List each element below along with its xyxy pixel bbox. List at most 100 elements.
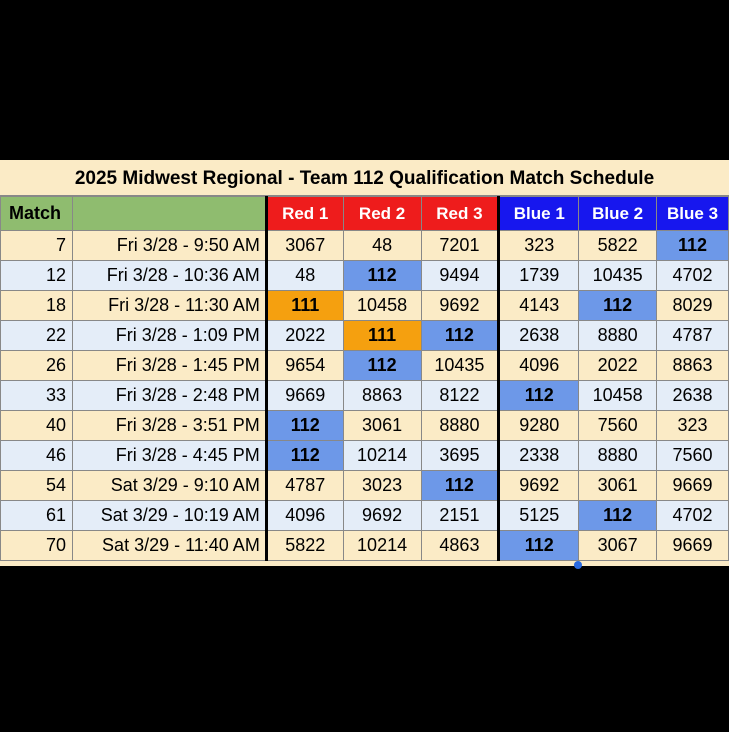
red-2-team-cell[interactable]: 10214	[342, 530, 422, 561]
match-number-cell[interactable]: 54	[0, 470, 73, 501]
match-time-cell[interactable]: Sat 3/29 - 10:19 AM	[71, 500, 267, 531]
cell-selection-handle[interactable]	[574, 561, 582, 569]
blue-3-team-cell[interactable]: 4787	[656, 320, 729, 351]
red-3-team-cell[interactable]: 2151	[420, 500, 500, 531]
blue-2-team-cell[interactable]: 8880	[578, 440, 658, 471]
blue-2-team-cell[interactable]: 8880	[578, 320, 658, 351]
header-blue-2[interactable]: Blue 2	[578, 196, 658, 231]
red-2-team-cell[interactable]: 10214	[342, 440, 422, 471]
blue-2-team-cell[interactable]: 10458	[578, 380, 658, 411]
blue-3-team-cell[interactable]: 4702	[656, 260, 729, 291]
red-3-team-cell[interactable]: 7201	[420, 230, 500, 261]
blue-1-team-cell[interactable]: 5125	[497, 500, 580, 531]
match-number-cell[interactable]: 26	[0, 350, 73, 381]
header-blue-1[interactable]: Blue 1	[497, 196, 580, 231]
red-3-team-cell[interactable]: 10435	[420, 350, 500, 381]
blue-1-team-cell[interactable]: 9692	[497, 470, 580, 501]
red-1-team-cell[interactable]: 3067	[264, 230, 344, 261]
red-2-team-cell[interactable]: 48	[342, 230, 422, 261]
header-red-3[interactable]: Red 3	[420, 196, 500, 231]
match-time-cell[interactable]: Sat 3/29 - 11:40 AM	[71, 530, 267, 561]
blue-3-team-cell[interactable]: 323	[656, 410, 729, 441]
red-3-team-cell[interactable]: 112	[420, 320, 500, 351]
header-time[interactable]	[71, 196, 267, 231]
table-row: 46 Fri 3/28 - 4:45 PM 112 10214 3695 2338 8880…	[0, 440, 729, 471]
blue-2-team-cell[interactable]: 10435	[578, 260, 658, 291]
red-2-team-cell[interactable]: 112	[342, 350, 422, 381]
red-3-team-cell[interactable]: 9494	[420, 260, 500, 291]
blue-3-team-cell[interactable]: 2638	[656, 380, 729, 411]
red-3-team-cell[interactable]: 8122	[420, 380, 500, 411]
red-3-team-cell[interactable]: 3695	[420, 440, 500, 471]
blue-1-team-cell[interactable]: 323	[497, 230, 580, 261]
match-number-cell[interactable]: 18	[0, 290, 73, 321]
red-2-team-cell[interactable]: 112	[342, 260, 422, 291]
red-1-team-cell[interactable]: 9669	[264, 380, 344, 411]
match-time-cell[interactable]: Sat 3/29 - 9:10 AM	[71, 470, 267, 501]
match-time-cell[interactable]: Fri 3/28 - 2:48 PM	[71, 380, 267, 411]
blue-3-team-cell[interactable]: 8029	[656, 290, 729, 321]
match-number-cell[interactable]: 46	[0, 440, 73, 471]
schedule-title: 2025 Midwest Regional - Team 112 Qualifi…	[0, 160, 729, 196]
blue-3-team-cell[interactable]: 4702	[656, 500, 729, 531]
red-1-team-cell[interactable]: 48	[264, 260, 344, 291]
red-2-team-cell[interactable]: 8863	[342, 380, 422, 411]
red-2-team-cell[interactable]: 111	[342, 320, 422, 351]
red-1-team-cell[interactable]: 4096	[264, 500, 344, 531]
blue-2-team-cell[interactable]: 112	[578, 500, 658, 531]
header-match[interactable]: Match	[0, 196, 73, 231]
match-number-cell[interactable]: 12	[0, 260, 73, 291]
blue-1-team-cell[interactable]: 2338	[497, 440, 580, 471]
match-time-cell[interactable]: Fri 3/28 - 1:09 PM	[71, 320, 267, 351]
red-1-team-cell[interactable]: 4787	[264, 470, 344, 501]
red-3-team-cell[interactable]: 4863	[420, 530, 500, 561]
blue-1-team-cell[interactable]: 9280	[497, 410, 580, 441]
header-red-2[interactable]: Red 2	[342, 196, 422, 231]
match-time-cell[interactable]: Fri 3/28 - 9:50 AM	[71, 230, 267, 261]
match-number-cell[interactable]: 33	[0, 380, 73, 411]
red-2-team-cell[interactable]: 3023	[342, 470, 422, 501]
red-1-team-cell[interactable]: 111	[264, 290, 344, 321]
red-1-team-cell[interactable]: 112	[264, 410, 344, 441]
blue-2-team-cell[interactable]: 3067	[578, 530, 658, 561]
blue-2-team-cell[interactable]: 112	[578, 290, 658, 321]
blue-2-team-cell[interactable]: 3061	[578, 470, 658, 501]
red-3-team-cell[interactable]: 9692	[420, 290, 500, 321]
red-1-team-cell[interactable]: 2022	[264, 320, 344, 351]
blue-3-team-cell[interactable]: 112	[656, 230, 729, 261]
match-time-cell[interactable]: Fri 3/28 - 4:45 PM	[71, 440, 267, 471]
match-time-cell[interactable]: Fri 3/28 - 11:30 AM	[71, 290, 267, 321]
match-time-cell[interactable]: Fri 3/28 - 10:36 AM	[71, 260, 267, 291]
blue-1-team-cell[interactable]: 112	[497, 380, 580, 411]
red-1-team-cell[interactable]: 9654	[264, 350, 344, 381]
blue-1-team-cell[interactable]: 4096	[497, 350, 580, 381]
blue-3-team-cell[interactable]: 9669	[656, 530, 729, 561]
match-number-cell[interactable]: 40	[0, 410, 73, 441]
red-3-team-cell[interactable]: 8880	[420, 410, 500, 441]
blue-3-team-cell[interactable]: 7560	[656, 440, 729, 471]
blue-3-team-cell[interactable]: 8863	[656, 350, 729, 381]
red-1-team-cell[interactable]: 5822	[264, 530, 344, 561]
red-2-team-cell[interactable]: 3061	[342, 410, 422, 441]
match-number-cell[interactable]: 61	[0, 500, 73, 531]
blue-2-team-cell[interactable]: 7560	[578, 410, 658, 441]
header-blue-3[interactable]: Blue 3	[656, 196, 729, 231]
blue-2-team-cell[interactable]: 2022	[578, 350, 658, 381]
red-3-team-cell[interactable]: 112	[420, 470, 500, 501]
blue-1-team-cell[interactable]: 1739	[497, 260, 580, 291]
blue-1-team-cell[interactable]: 2638	[497, 320, 580, 351]
blue-2-team-cell[interactable]: 5822	[578, 230, 658, 261]
match-time-cell[interactable]: Fri 3/28 - 3:51 PM	[71, 410, 267, 441]
match-number-cell[interactable]: 22	[0, 320, 73, 351]
header-red-1[interactable]: Red 1	[264, 196, 344, 231]
blue-1-team-cell[interactable]: 4143	[497, 290, 580, 321]
match-number-cell[interactable]: 70	[0, 530, 73, 561]
red-2-team-cell[interactable]: 10458	[342, 290, 422, 321]
red-1-team-cell[interactable]: 112	[264, 440, 344, 471]
match-time-cell[interactable]: Fri 3/28 - 1:45 PM	[71, 350, 267, 381]
red-2-team-cell[interactable]: 9692	[342, 500, 422, 531]
match-number-cell[interactable]: 7	[0, 230, 73, 261]
table-row: 26 Fri 3/28 - 1:45 PM 9654 112 10435 4096 2022…	[0, 350, 729, 381]
blue-1-team-cell[interactable]: 112	[497, 530, 580, 561]
blue-3-team-cell[interactable]: 9669	[656, 470, 729, 501]
